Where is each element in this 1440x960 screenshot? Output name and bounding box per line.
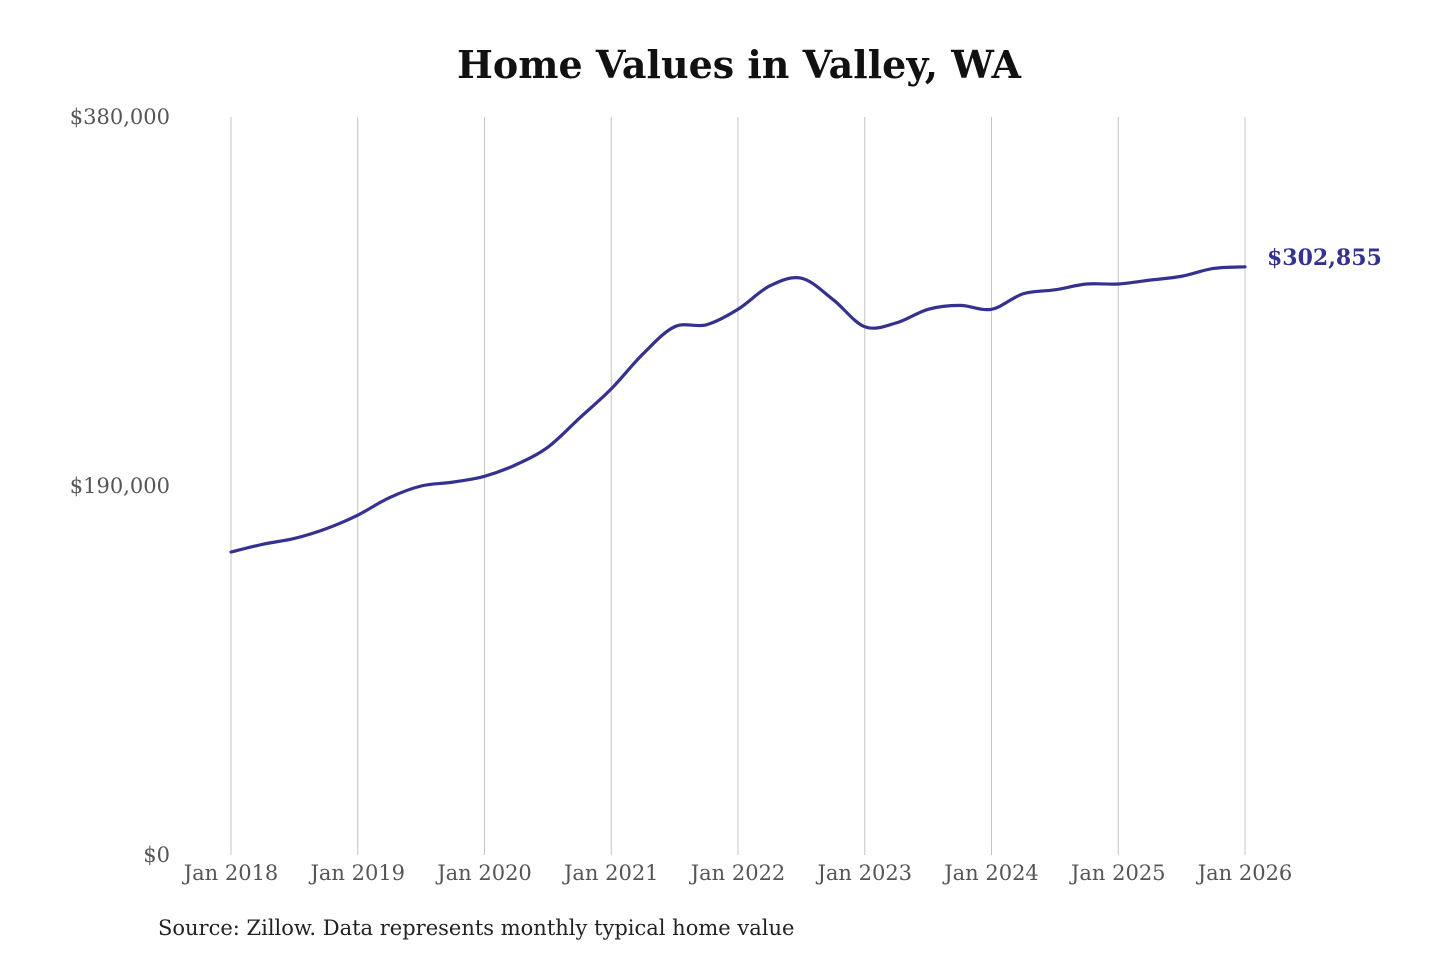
grid-lines bbox=[230, 117, 1246, 855]
end-value-label-group: $302,855 bbox=[1267, 245, 1382, 271]
series-line bbox=[229, 265, 1247, 554]
series-layer bbox=[229, 265, 1247, 554]
x-tick-label: Jan 2026 bbox=[1196, 861, 1293, 885]
chart-title: Home Values in Valley, WA bbox=[457, 42, 1021, 87]
x-tick-label: Jan 2019 bbox=[308, 861, 405, 885]
y-tick-label: $380,000 bbox=[70, 105, 170, 129]
y-axis-tick-labels: $0 $190,000 $380,000 bbox=[70, 105, 170, 867]
x-tick-label: Jan 2023 bbox=[815, 861, 912, 885]
source-note: Source: Zillow. Data represents monthly … bbox=[158, 916, 795, 940]
x-tick-label: Jan 2024 bbox=[942, 861, 1039, 885]
y-tick-label: $190,000 bbox=[70, 474, 170, 498]
x-tick-label: Jan 2025 bbox=[1069, 861, 1166, 885]
x-axis-tick-labels: Jan 2018 Jan 2019 Jan 2020 Jan 2021 Jan 2022… bbox=[182, 861, 1293, 885]
x-tick-label: Jan 2022 bbox=[689, 861, 786, 885]
end-value-label: $302,855 bbox=[1267, 245, 1382, 271]
x-tick-label: Jan 2018 bbox=[182, 861, 279, 885]
x-tick-label: Jan 2021 bbox=[562, 861, 659, 885]
x-tick-label: Jan 2020 bbox=[435, 861, 532, 885]
y-tick-label: $0 bbox=[143, 843, 170, 867]
